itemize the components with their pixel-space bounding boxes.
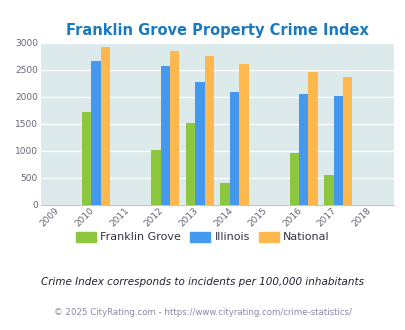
Title: Franklin Grove Property Crime Index: Franklin Grove Property Crime Index bbox=[66, 22, 368, 38]
Bar bbox=[185, 123, 195, 205]
Bar bbox=[239, 64, 248, 205]
Bar bbox=[151, 150, 160, 205]
Bar bbox=[298, 94, 308, 205]
Bar bbox=[342, 78, 352, 205]
Bar bbox=[308, 72, 317, 205]
Bar bbox=[220, 182, 229, 205]
Bar bbox=[100, 47, 110, 205]
Text: © 2025 CityRating.com - https://www.cityrating.com/crime-statistics/: © 2025 CityRating.com - https://www.city… bbox=[54, 308, 351, 317]
Bar bbox=[229, 92, 239, 205]
Bar bbox=[333, 96, 342, 205]
Legend: Franklin Grove, Illinois, National: Franklin Grove, Illinois, National bbox=[71, 227, 334, 247]
Text: Crime Index corresponds to incidents per 100,000 inhabitants: Crime Index corresponds to incidents per… bbox=[41, 278, 364, 287]
Bar bbox=[289, 153, 298, 205]
Bar bbox=[82, 112, 91, 205]
Bar bbox=[91, 61, 100, 205]
Bar bbox=[204, 56, 213, 205]
Bar bbox=[170, 51, 179, 205]
Bar bbox=[195, 82, 204, 205]
Bar bbox=[324, 176, 333, 205]
Bar bbox=[160, 66, 170, 205]
